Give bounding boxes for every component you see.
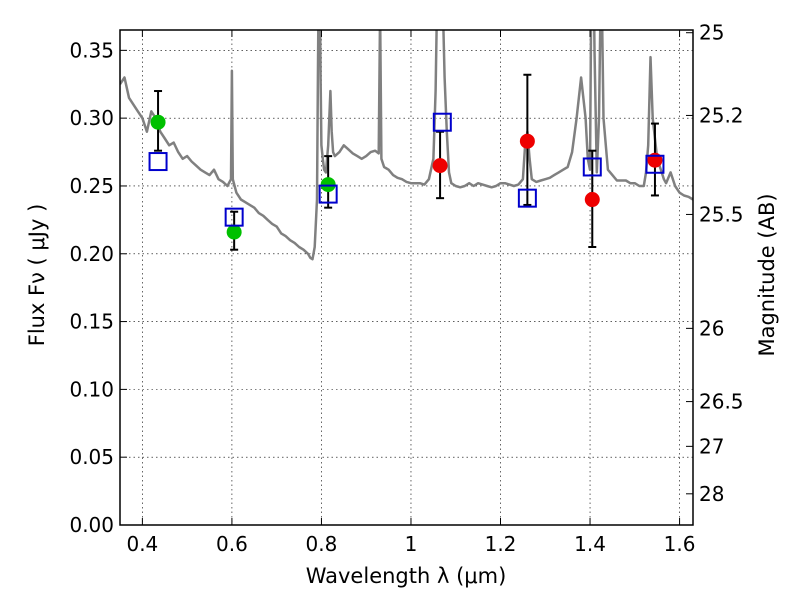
- y-tick-label: 0.05: [69, 445, 114, 469]
- data-point: [226, 224, 242, 240]
- grid: [120, 30, 693, 526]
- y-tick-label: 0.30: [69, 106, 114, 130]
- y2-tick-label: 26: [699, 316, 724, 340]
- y-tick-label: 0.00: [69, 513, 114, 537]
- y2-tick-label: 27: [699, 434, 724, 458]
- y-tick-label: 0.35: [69, 38, 114, 62]
- x-axis-label: Wavelength λ (μm): [306, 564, 507, 588]
- plot-area: [120, 30, 693, 261]
- x-tick-label: 1.6: [664, 532, 696, 556]
- data-point: [150, 114, 166, 130]
- model-square-point: [224, 207, 244, 227]
- x-tick-label: 0.8: [306, 532, 338, 556]
- data-point: [432, 158, 448, 174]
- data-point: [519, 133, 535, 149]
- x-tick-label: 0.6: [216, 532, 248, 556]
- y2-tick-label: 25: [699, 21, 724, 45]
- y-tick-label: 0.20: [69, 242, 114, 266]
- axes-ticks: 0.4 0.6 0.8 1 1.2 1.4 1.6 0.00 0.05 0.10 0.15 0.20 0…: [69, 21, 743, 556]
- model-square-point: [432, 112, 452, 132]
- y2-tick-label: 28: [699, 482, 724, 506]
- y2-tick-label: 25.5: [699, 202, 744, 226]
- y-tick-label: 0.10: [69, 377, 114, 401]
- model-square-point: [582, 157, 602, 177]
- y2-axis-label: Magnitude (AB): [755, 193, 779, 356]
- model-square-point: [645, 154, 665, 174]
- y-axis-label: Flux Fν ( μJy ): [25, 204, 49, 347]
- model-square-point: [517, 188, 537, 208]
- model-square-point: [148, 152, 168, 172]
- x-tick-label: 1.2: [485, 532, 517, 556]
- x-tick-label: 1.4: [574, 532, 606, 556]
- y2-tick-label: 25.2: [699, 103, 744, 127]
- x-tick-label: 0.4: [126, 532, 158, 556]
- x-tick-label: 1: [405, 532, 418, 556]
- y2-tick-label: 26.5: [699, 390, 744, 414]
- model-spectrum-line: [120, 30, 693, 261]
- y-tick-label: 0.25: [69, 174, 114, 198]
- y-tick-label: 0.15: [69, 310, 114, 334]
- plot-frame: [119, 29, 694, 526]
- data-point: [584, 192, 600, 208]
- model-square-point: [318, 184, 338, 204]
